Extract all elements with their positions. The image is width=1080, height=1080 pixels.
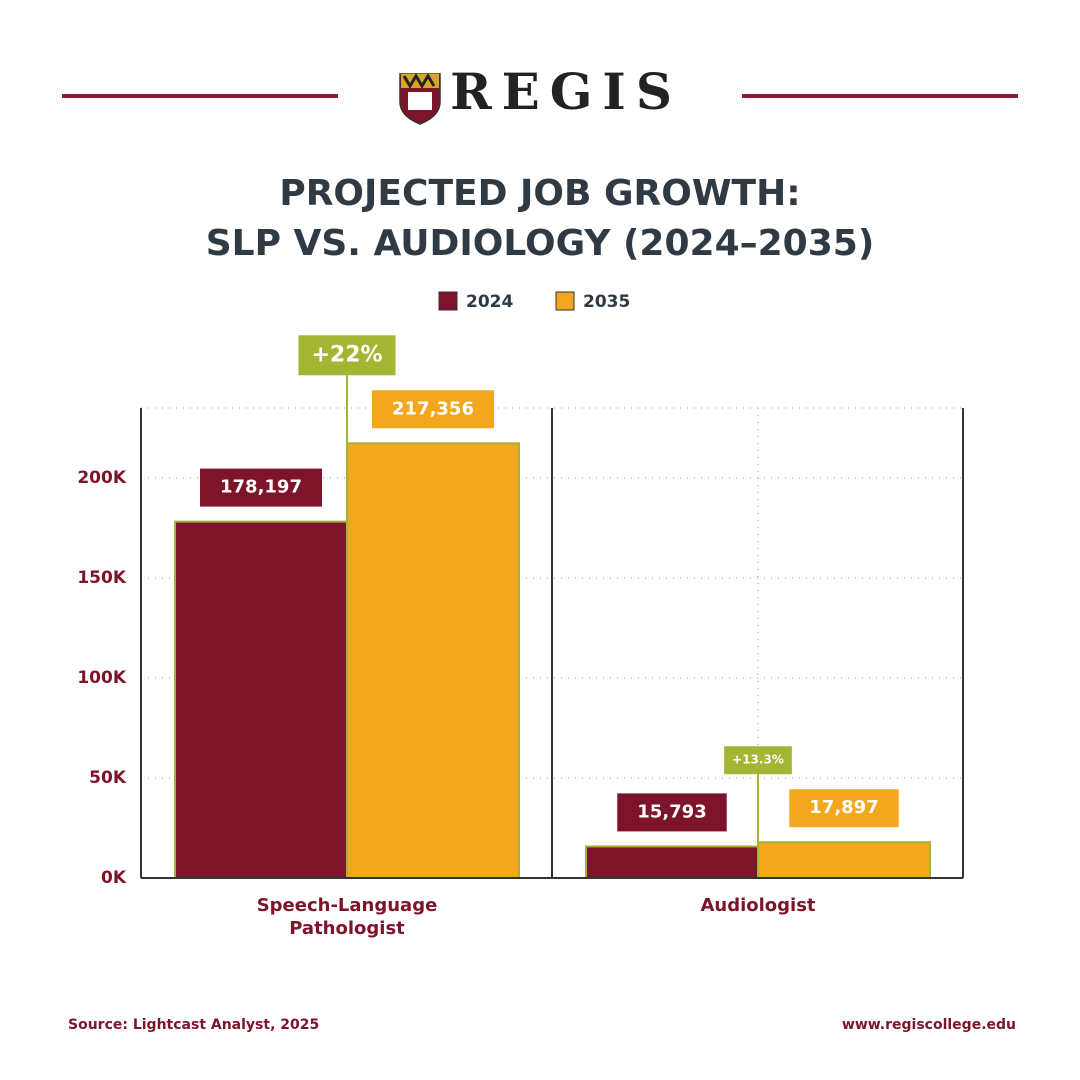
growth-label: +22%: [311, 342, 382, 367]
legend-swatch: [555, 291, 575, 311]
value-label: 15,793: [637, 801, 706, 822]
legend-label: 2024: [466, 292, 513, 312]
value-label-box: [372, 390, 494, 429]
x-tick-label: Audiologist: [700, 895, 816, 916]
x-tick-label: Speech-Language Pathologist: [256, 895, 438, 939]
legend-swatch: [438, 291, 458, 311]
growth-label-box: [298, 335, 396, 376]
y-tick-label: 200K: [77, 468, 126, 488]
logo-shield: [399, 73, 441, 125]
growth-label-box: [724, 746, 792, 775]
value-label: 217,356: [392, 398, 474, 419]
value-label: 178,197: [220, 477, 302, 498]
value-label-box: [200, 468, 322, 507]
bar: [757, 841, 931, 879]
value-label-box: [789, 789, 899, 828]
chart-title: PROJECTED JOB GROWTH:: [279, 173, 800, 214]
bar: [346, 442, 520, 879]
website: www.regiscollege.edu: [842, 1017, 1016, 1033]
y-tick-label: 100K: [77, 668, 126, 688]
chart-title: SLP VS. AUDIOLOGY (2024–2035): [206, 223, 875, 264]
bar: [174, 520, 348, 880]
y-tick-label: 0K: [101, 868, 127, 888]
y-tick-label: 50K: [89, 768, 127, 788]
bar: [585, 845, 759, 880]
growth-label: +13.3%: [732, 753, 784, 767]
y-tick-label: 150K: [77, 568, 126, 588]
value-label: 17,897: [809, 797, 878, 818]
value-label-box: [617, 793, 727, 832]
logo-text: REGIS: [450, 62, 682, 121]
legend-label: 2035: [583, 292, 630, 312]
source-note: Source: Lightcast Analyst, 2025: [68, 1017, 319, 1033]
